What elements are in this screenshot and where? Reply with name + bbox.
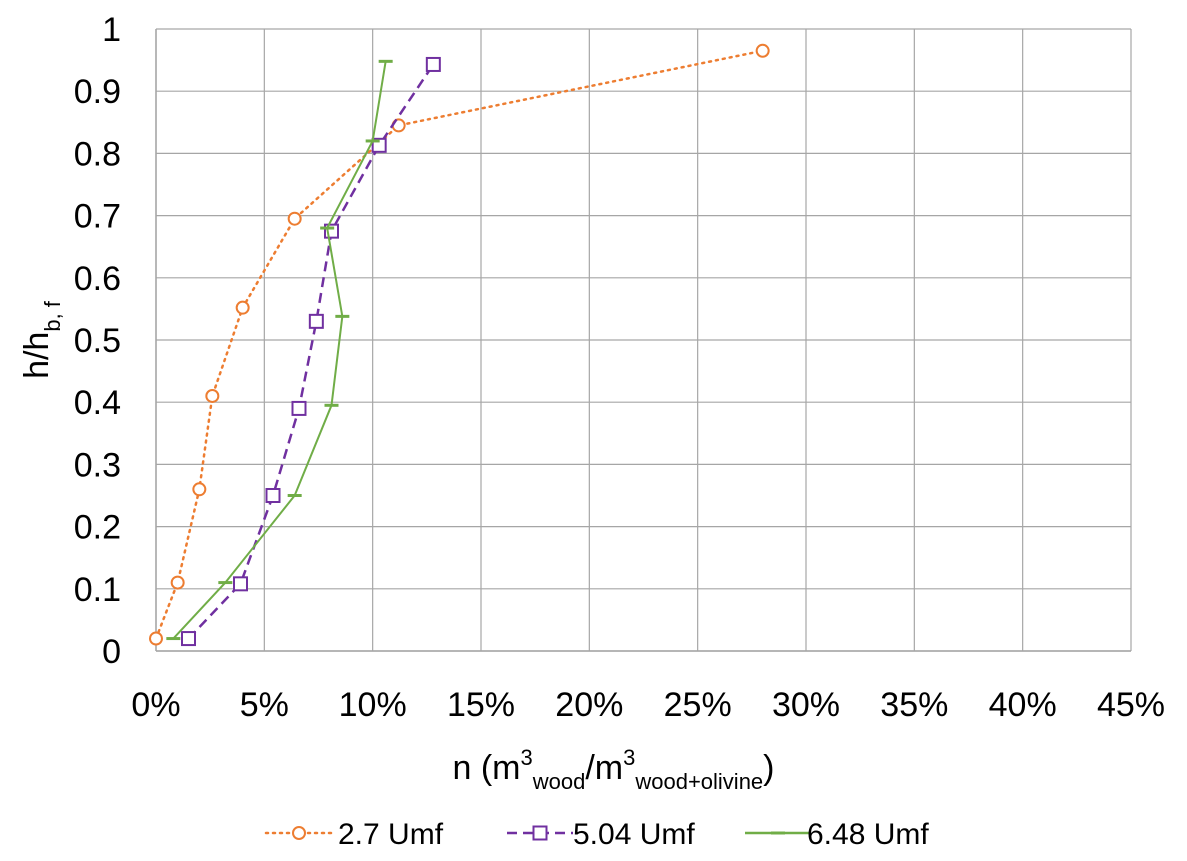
data-point <box>291 400 307 416</box>
series-2 <box>166 59 393 641</box>
data-point <box>265 488 281 503</box>
y-tick-label: 0.6 <box>74 260 121 298</box>
legend-marker-1 <box>532 825 548 841</box>
x-axis-label: n (m3wood/m3wood+olivine) <box>452 745 774 794</box>
legend-marker-0 <box>292 826 306 840</box>
x-axis-label-sub-1: wood <box>532 769 586 794</box>
x-tick-label: 45% <box>1097 686 1165 724</box>
series-line-2 <box>172 61 387 640</box>
data-point <box>235 300 250 315</box>
x-tick-label: 10% <box>339 686 407 724</box>
data-point <box>308 313 324 329</box>
series-1 <box>181 56 441 647</box>
y-tick-label: 0.5 <box>74 322 121 360</box>
legend-label-2: 6.48 Umf <box>807 818 929 851</box>
y-tick-label: 0.4 <box>74 384 121 422</box>
y-tick-label: 0.9 <box>74 73 121 111</box>
x-axis-label-sup-1: 3 <box>520 745 532 770</box>
legend-label-1: 5.04 Umf <box>573 818 695 851</box>
x-tick-label: 40% <box>989 686 1057 724</box>
legend-item-0: 2.7 Umf <box>264 818 444 851</box>
legend: 2.7 Umf 5.04 Umf 6.48 Umf <box>264 818 929 851</box>
legend-item-2: 6.48 Umf <box>745 818 929 851</box>
x-axis-label-sub-2: wood+olivine <box>634 769 763 794</box>
x-tick-label: 5% <box>240 686 289 724</box>
y-tick-label: 0.7 <box>74 198 121 236</box>
x-axis-label-main: n (m <box>452 749 520 787</box>
x-tick-label: 15% <box>447 686 515 724</box>
y-tick-labels: 0 0.1 0.2 0.3 0.4 0.5 0.6 0.7 0.8 0.9 1 <box>74 11 121 671</box>
x-tick-label: 25% <box>664 686 732 724</box>
data-point <box>149 631 163 646</box>
x-tick-label: 20% <box>555 686 623 724</box>
data-point <box>170 575 185 590</box>
series-line-1 <box>187 63 435 640</box>
x-tick-label: 35% <box>880 686 948 724</box>
y-tick-label: 0.2 <box>74 509 121 547</box>
data-point <box>233 576 248 592</box>
x-tick-label: 30% <box>772 686 840 724</box>
x-axis-label-sep: /m <box>585 749 623 787</box>
y-tick-label: 0.1 <box>74 571 121 609</box>
x-tick-label: 0% <box>131 686 180 724</box>
data-point <box>205 388 220 403</box>
y-tick-label: 0.3 <box>74 446 121 484</box>
legend-label-0: 2.7 Umf <box>338 818 444 851</box>
y-tick-label: 0 <box>102 633 121 671</box>
y-axis-label: h/hb, f <box>18 300 65 379</box>
data-point <box>192 482 207 497</box>
x-axis-label-sup-2: 3 <box>623 745 635 770</box>
y-axis-label-sub: b, f <box>40 300 65 331</box>
x-tick-labels: 0% 5% 10% 15% 20% 25% 30% 35% 40% 45% <box>131 686 1165 724</box>
series-group <box>149 43 770 647</box>
y-axis-label-main: h/h <box>18 332 56 379</box>
x-axis-label-end: ) <box>763 749 774 787</box>
data-point <box>181 631 196 647</box>
y-tick-label: 0.8 <box>74 135 121 173</box>
y-tick-label: 1 <box>102 11 121 49</box>
data-point <box>755 43 770 58</box>
data-point <box>425 56 441 72</box>
legend-item-1: 5.04 Umf <box>507 818 695 851</box>
data-point <box>287 211 302 226</box>
axes <box>155 29 1131 652</box>
